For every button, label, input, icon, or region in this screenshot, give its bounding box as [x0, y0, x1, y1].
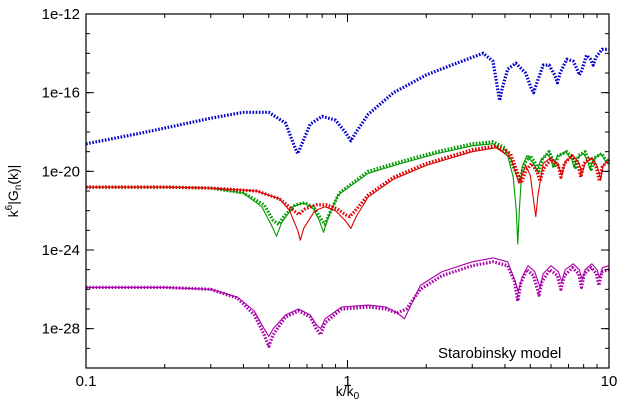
y-tick-label: 1e-16: [42, 85, 80, 102]
series-line-5: [86, 144, 611, 219]
plot-frame: [85, 13, 610, 369]
series-layer: [85, 47, 611, 348]
y-axis-title: k6|Gn(k)|: [4, 165, 24, 218]
x-tick-label: 10: [601, 373, 618, 390]
y-tick-label: 1e-20: [42, 163, 80, 180]
series-line-1: [85, 47, 609, 156]
x-tick-label: 1: [343, 373, 351, 390]
x-axis-title: k/k0: [336, 383, 360, 400]
x-axis-title-main: k/k: [336, 383, 355, 399]
x-axis-title-subscript: 0: [354, 391, 360, 400]
series-line-7: [86, 260, 610, 348]
y-axis-title-superscript: 6: [4, 204, 15, 210]
tick-layer: 0.1 1 10 1e-12 1e-16 1e-20 1e-24 1e-28: [42, 6, 618, 390]
series-line-3: [86, 140, 611, 226]
y-tick-label: 1e-24: [42, 242, 80, 259]
x-tick-label: 0.1: [76, 373, 97, 390]
annotation-label: Starobinsky model: [438, 345, 561, 362]
series-line-4: [86, 147, 610, 241]
y-tick-label: 1e-12: [42, 6, 80, 23]
series-line-6: [86, 257, 610, 338]
y-axis-title-rest: |G: [5, 190, 21, 205]
y-axis-title-subscript: n: [13, 185, 24, 191]
y-axis-title-base: k: [5, 209, 21, 217]
y-tick-label: 1e-28: [42, 321, 80, 338]
series-line-2: [86, 143, 610, 245]
y-axis-title-end: (k)|: [5, 165, 21, 185]
